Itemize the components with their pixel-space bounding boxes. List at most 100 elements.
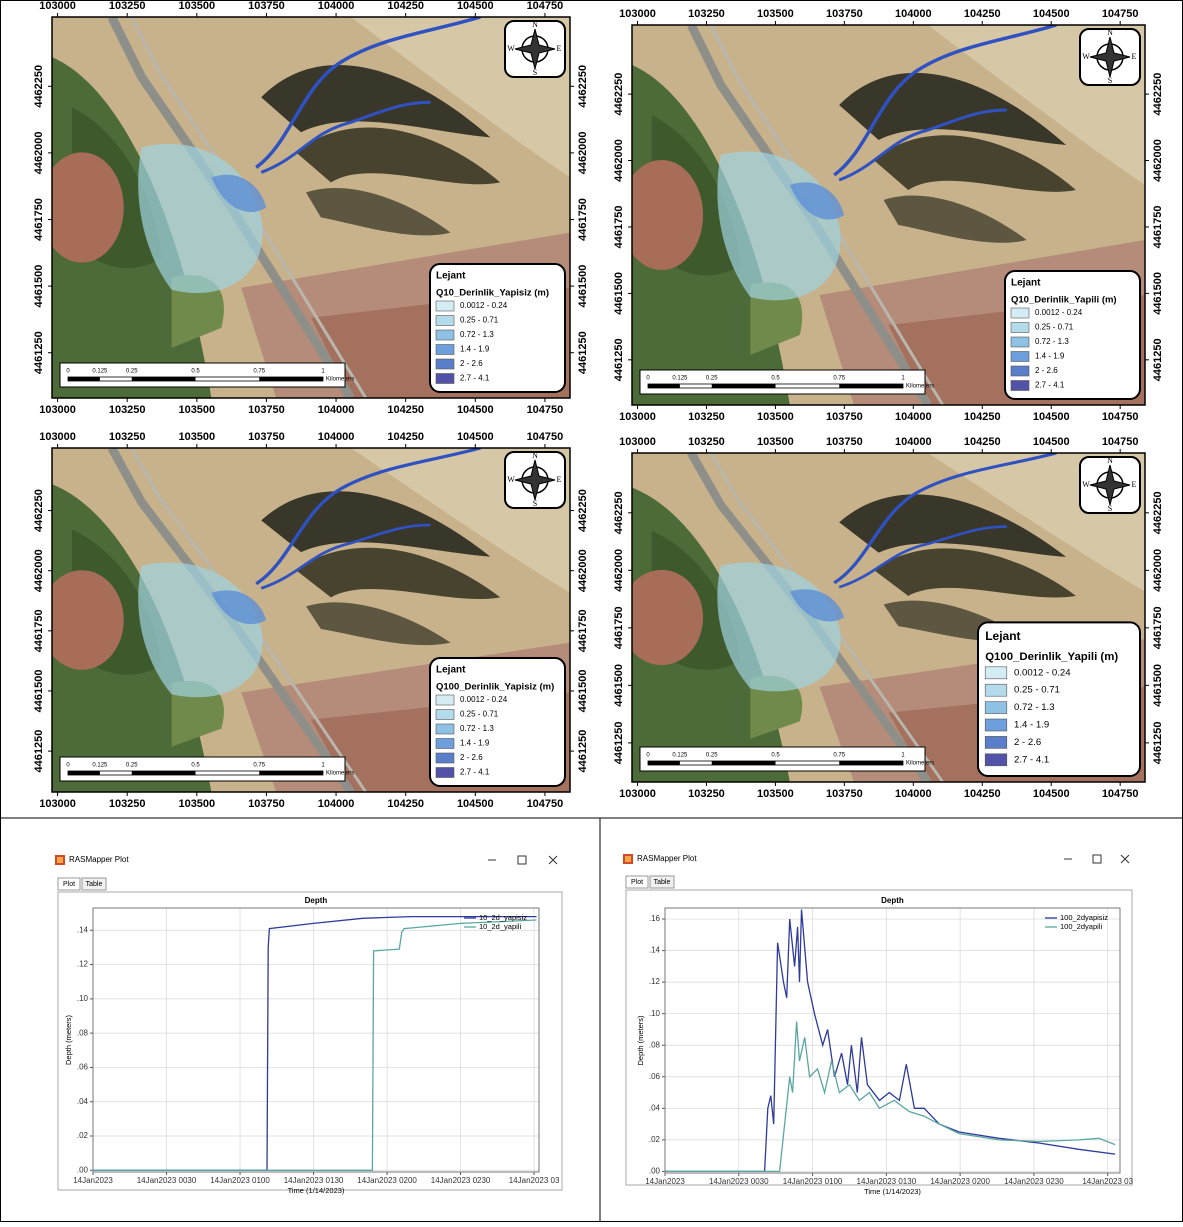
legend-label: 0.72 - 1.3: [1035, 337, 1069, 346]
scale-bar-segment: [712, 384, 776, 388]
close-button[interactable]: [1121, 855, 1129, 863]
legend-label: 0.72 - 1.3: [460, 330, 494, 339]
maximize-button[interactable]: [518, 856, 526, 864]
x-tick-label: 103500: [757, 436, 794, 448]
x-tick-label: 104000: [895, 788, 932, 800]
legend-swatch: [436, 330, 454, 340]
map: 1030001030001032501032501035001035001037…: [33, 0, 589, 416]
y-axis-label: Depth (meters): [64, 1014, 73, 1065]
scale-label: 0.125: [92, 369, 108, 375]
x-tick-label: 103500: [757, 788, 794, 800]
y-tick-label: .00: [649, 1167, 661, 1176]
close-button[interactable]: [549, 856, 557, 864]
plot-window: RASMapper PlotPlotTableDepth14Jan202314J…: [55, 855, 562, 1195]
y-tick-label: 4462250: [613, 491, 625, 534]
scale-label: 0.75: [833, 376, 845, 382]
scale-unit: Kilometers: [906, 384, 934, 390]
compass-letter: W: [1082, 52, 1090, 61]
legend-swatch: [436, 301, 454, 311]
map: 1030001030001032501032501035001035001037…: [613, 436, 1164, 800]
y-tick-label: 4461500: [1152, 272, 1164, 315]
x-tick-label: 104750: [527, 798, 564, 810]
legend-label: 0.0012 - 0.24: [460, 695, 508, 704]
x-tick-label: 104250: [964, 788, 1001, 800]
y-tick-label: 4462250: [33, 489, 45, 532]
x-tick-label: 14Jan2023 0100: [210, 1176, 270, 1185]
y-tick-label: 4461750: [613, 206, 625, 249]
scale-label: 0.25: [126, 763, 138, 769]
x-tick-label: 103750: [826, 436, 863, 448]
tab-label: Plot: [631, 879, 643, 886]
y-tick-label: 4461750: [33, 609, 45, 652]
chart-title: Depth: [305, 896, 328, 905]
scale-bar-segment: [132, 377, 196, 381]
x-tick-label: 104500: [457, 0, 494, 12]
scale-bar-segment: [648, 761, 680, 765]
maximize-button[interactable]: [1093, 855, 1101, 863]
y-tick-label: 4462000: [1152, 549, 1164, 592]
x-tick-label: 103500: [178, 431, 215, 443]
legend-label: 100_2dyapisiz: [1060, 913, 1108, 922]
x-tick-label: 14Jan2023 0030: [137, 1176, 197, 1185]
compass-letter: N: [532, 20, 538, 29]
x-tick-label: 14Jan2023 0100: [783, 1177, 843, 1186]
x-tick-label: 14Jan2023 0200: [930, 1177, 990, 1186]
y-tick-label: 4462250: [613, 73, 625, 116]
x-tick-label: 14Jan2023 0230: [431, 1176, 491, 1185]
scale-bar-segment: [839, 761, 903, 765]
scale-label: 0.75: [833, 753, 845, 759]
x-tick-label: 14Jan2023 0130: [857, 1177, 917, 1186]
x-tick-label: 104750: [527, 404, 564, 416]
legend-label: 0.25 - 0.71: [460, 316, 499, 325]
x-tick-label: 103750: [248, 431, 285, 443]
y-tick-label: .06: [77, 1063, 89, 1072]
y-tick-label: .16: [649, 914, 661, 923]
legend-label: 100_2dyapili: [1060, 922, 1102, 931]
scale-bar-segment: [839, 384, 903, 388]
y-tick-label: 4461750: [33, 198, 45, 241]
legend-swatch: [436, 710, 454, 720]
x-tick-label: 103000: [619, 411, 656, 423]
y-tick-label: 4461250: [577, 730, 589, 773]
x-tick-label: 104750: [1102, 8, 1139, 20]
compass-letter: E: [1132, 52, 1137, 61]
y-tick-label: 4462250: [577, 489, 589, 532]
y-tick-label: 4461250: [1152, 721, 1164, 764]
x-tick-label: 103250: [109, 404, 146, 416]
x-tick-label: 104000: [318, 0, 355, 12]
x-tick-label: 104000: [895, 436, 932, 448]
scale-bar-box: [640, 370, 925, 394]
legend-label: 0.25 - 0.71: [1035, 323, 1074, 332]
legend-swatch: [436, 374, 454, 384]
x-tick-label: 103250: [109, 0, 146, 12]
scale-label: 0.75: [253, 763, 265, 769]
legend-swatch: [436, 695, 454, 705]
x-tick-label: 104500: [457, 404, 494, 416]
legend-label: 10_2d_yapisiz: [479, 913, 527, 922]
y-tick-label: 4461750: [1152, 206, 1164, 249]
y-tick-label: .02: [649, 1135, 661, 1144]
x-tick-label: 103500: [178, 0, 215, 12]
x-tick-label: 104750: [527, 0, 564, 12]
x-tick-label: 103500: [178, 404, 215, 416]
legend-label: 0.72 - 1.3: [460, 724, 494, 733]
y-tick-label: 4462000: [577, 549, 589, 592]
y-tick-label: 4461750: [613, 606, 625, 649]
x-tick-label: 103250: [109, 431, 146, 443]
y-tick-label: 4462000: [33, 131, 45, 174]
y-tick-label: 4461500: [577, 265, 589, 308]
y-tick-label: 4461750: [577, 198, 589, 241]
y-tick-label: 4461250: [577, 331, 589, 374]
x-tick-label: 103000: [39, 0, 76, 12]
x-tick-label: 103000: [619, 788, 656, 800]
compass-letter: S: [533, 499, 537, 508]
x-tick-label: 104000: [318, 798, 355, 810]
x-tick-label: 14Jan2023 0030: [709, 1177, 769, 1186]
x-tick-label: 104250: [387, 404, 424, 416]
legend-label: 10_2d_yapili: [479, 922, 521, 931]
legend-swatch: [1011, 308, 1029, 318]
window-icon: [623, 854, 633, 864]
legend-label: 2 - 2.6: [460, 753, 483, 762]
chart-title: Depth: [881, 896, 904, 905]
legend-heading: Lejant: [1011, 278, 1041, 289]
